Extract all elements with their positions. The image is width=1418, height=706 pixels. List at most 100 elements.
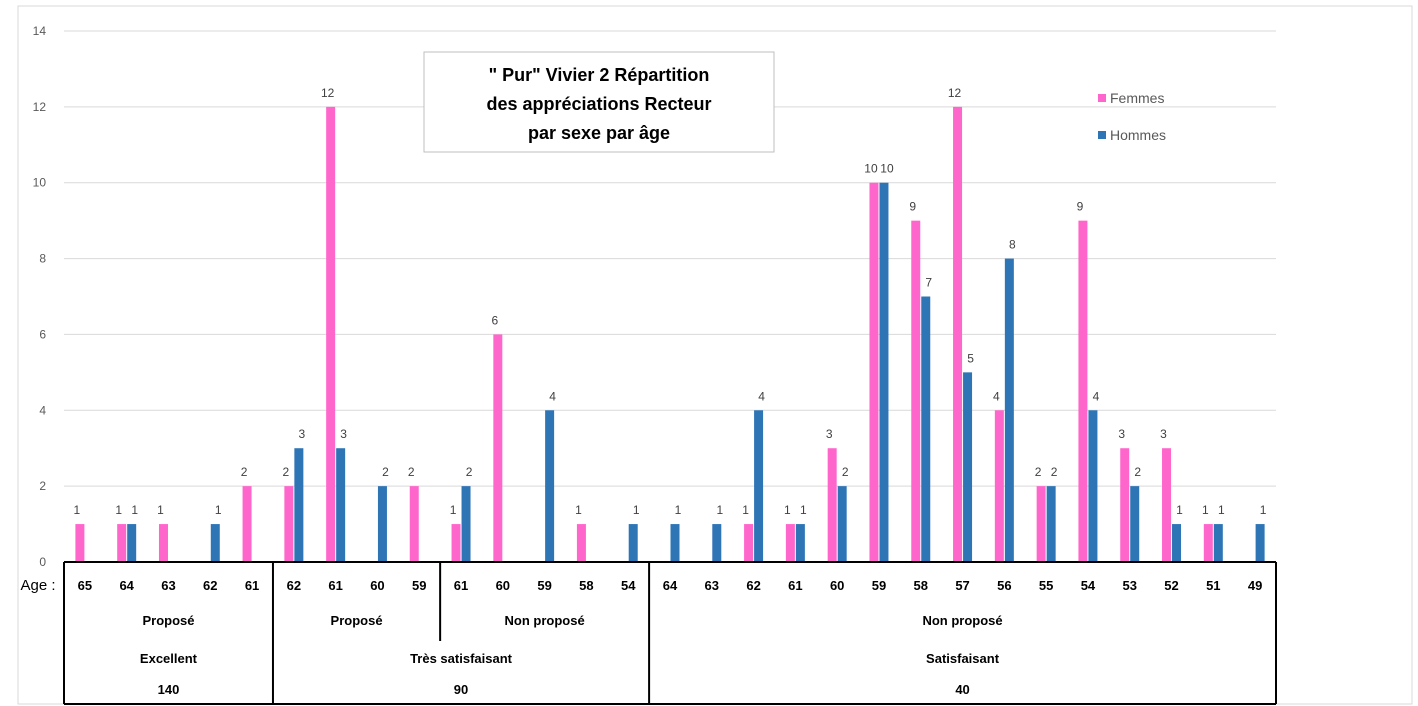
age-tick-label: 55 [1039,578,1053,593]
y-tick-label: 10 [33,176,47,190]
bar-femmes [869,183,878,562]
data-label-femmes: 3 [826,427,833,441]
bar-hommes [127,524,136,562]
bar-femmes [452,524,461,562]
age-tick-label: 60 [370,578,384,593]
bar-hommes [879,183,888,562]
age-tick-label: 61 [788,578,802,593]
age-tick-label: 53 [1122,578,1136,593]
bar-femmes [410,486,419,562]
group-label-appreciation: Satisfaisant [926,651,1000,666]
bar-femmes [117,524,126,562]
bar-femmes [786,524,795,562]
age-tick-label: 54 [621,578,636,593]
data-label-femmes: 1 [575,503,582,517]
bar-hommes [671,524,680,562]
chart-title-box: " Pur" Vivier 2 Répartition des apprécia… [424,52,774,152]
age-tick-label: 52 [1164,578,1178,593]
legend-label-hommes: Hommes [1110,127,1166,143]
bar-femmes [1120,448,1129,562]
data-label-hommes: 2 [466,465,473,479]
bar-femmes [953,107,962,562]
bar-femmes [1204,524,1213,562]
y-tick-label: 8 [39,252,46,266]
data-label-femmes: 9 [909,200,916,214]
data-label-femmes: 9 [1077,200,1084,214]
legend-swatch-hommes [1098,131,1106,139]
data-label-hommes: 5 [967,351,974,365]
data-label-hommes: 4 [1093,389,1100,403]
data-label-hommes: 7 [925,276,932,290]
data-label-femmes: 2 [1035,465,1042,479]
bar-hommes [462,486,471,562]
age-tick-label: 64 [663,578,678,593]
bar-hommes [545,410,554,562]
bar-femmes [911,221,920,562]
data-label-hommes: 2 [382,465,389,479]
chart-title-line-3: par sexe par âge [528,123,670,143]
data-label-femmes: 12 [948,86,962,100]
data-label-femmes: 10 [864,162,878,176]
data-label-femmes: 6 [491,313,498,327]
age-tick-label: 60 [496,578,510,593]
data-label-hommes: 10 [880,162,894,176]
data-label-femmes: 1 [784,503,791,517]
data-label-hommes: 3 [299,427,306,441]
data-label-hommes: 2 [1134,465,1141,479]
y-tick-label: 0 [39,555,46,569]
age-tick-label: 62 [203,578,217,593]
group-label-proposition: Proposé [142,613,194,628]
bar-hommes [1256,524,1265,562]
chart-title-line-1: " Pur" Vivier 2 Répartition [489,65,710,85]
data-label-femmes: 2 [408,465,415,479]
bar-hommes [211,524,220,562]
data-label-hommes: 1 [215,503,222,517]
bar-hommes [378,486,387,562]
bar-femmes [744,524,753,562]
group-label-proposition: Non proposé [922,613,1002,628]
data-label-femmes: 4 [993,389,1000,403]
group-label-proposition: Non proposé [505,613,585,628]
age-tick-label: 64 [119,578,134,593]
age-tick-label: 59 [412,578,426,593]
age-tick-label: 62 [287,578,301,593]
y-tick-label: 4 [39,403,46,417]
age-tick-label: 51 [1206,578,1220,593]
legend-swatch-femmes [1098,94,1106,102]
age-tick-label: 58 [579,578,593,593]
data-label-hommes: 2 [1051,465,1058,479]
y-tick-label: 14 [33,24,47,38]
data-label-hommes: 1 [1176,503,1183,517]
bar-femmes [159,524,168,562]
data-label-hommes: 1 [131,503,138,517]
data-label-hommes: 1 [633,503,640,517]
data-label-hommes: 1 [1218,503,1225,517]
age-tick-label: 63 [161,578,175,593]
bar-femmes [828,448,837,562]
data-label-hommes: 8 [1009,238,1016,252]
age-axis-prefix: Age : [20,577,55,594]
bar-femmes [75,524,84,562]
bar-femmes [243,486,252,562]
bar-hommes [1172,524,1181,562]
bar-hommes [1088,410,1097,562]
bar-hommes [921,297,930,563]
y-tick-label: 12 [33,100,47,114]
data-label-hommes: 1 [716,503,723,517]
bar-hommes [963,372,972,562]
bar-femmes [284,486,293,562]
group-label-appreciation: Très satisfaisant [410,651,513,666]
bar-hommes [712,524,721,562]
age-tick-label: 57 [955,578,969,593]
data-label-hommes: 4 [758,389,765,403]
bar-femmes [493,334,502,562]
legend-label-femmes: Femmes [1110,90,1164,106]
age-tick-label: 59 [872,578,886,593]
bar-hommes [1130,486,1139,562]
group-label-appreciation: Excellent [140,651,198,666]
data-label-hommes: 2 [842,465,849,479]
y-tick-label: 6 [39,327,46,341]
group-label-points: 40 [955,682,969,697]
bar-hommes [754,410,763,562]
